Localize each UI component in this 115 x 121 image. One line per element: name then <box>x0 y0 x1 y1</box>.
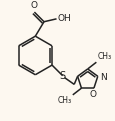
Text: OH: OH <box>57 14 71 23</box>
Text: S: S <box>59 71 65 81</box>
Text: O: O <box>89 90 96 99</box>
Text: CH₃: CH₃ <box>57 96 71 105</box>
Text: O: O <box>31 1 37 10</box>
Text: CH₃: CH₃ <box>96 52 111 61</box>
Text: N: N <box>99 73 106 82</box>
